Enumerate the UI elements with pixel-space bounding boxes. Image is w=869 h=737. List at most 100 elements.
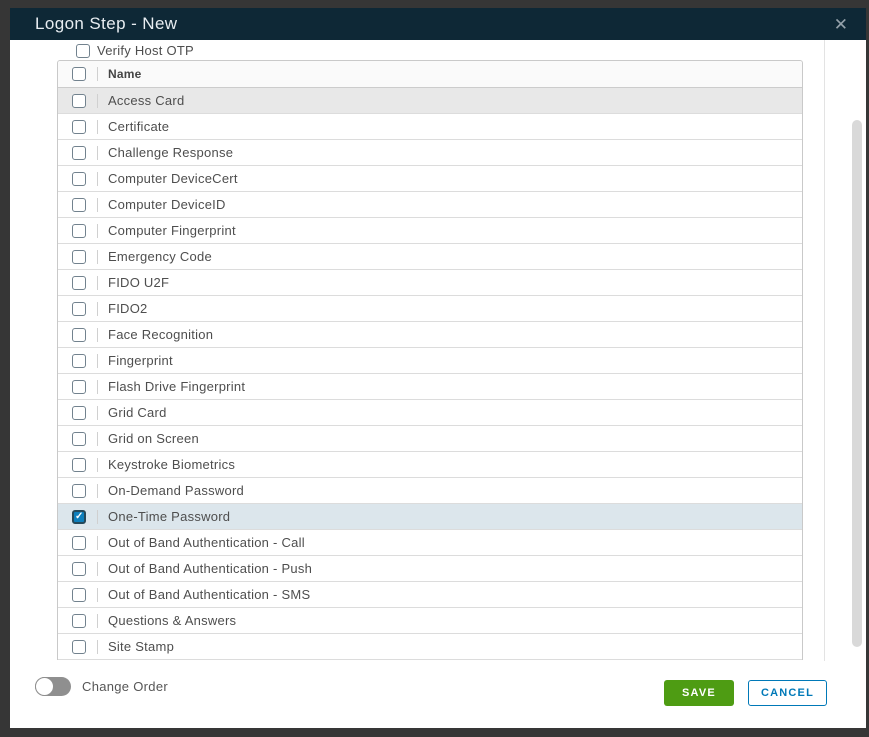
column-separator <box>97 509 98 524</box>
column-separator <box>97 171 98 186</box>
row-checkbox[interactable] <box>72 561 86 576</box>
table-row[interactable]: Fingerprint <box>58 348 802 374</box>
row-checkbox[interactable] <box>72 639 86 654</box>
table-row[interactable]: Access Card <box>58 88 802 114</box>
row-label: Face Recognition <box>108 327 214 342</box>
table-row[interactable]: FIDO U2F <box>58 270 802 296</box>
column-separator <box>97 145 98 160</box>
table-row[interactable]: Face Recognition <box>58 322 802 348</box>
table-row[interactable]: Grid on Screen <box>58 426 802 452</box>
column-separator <box>97 223 98 238</box>
table-row[interactable]: Out of Band Authentication - Push <box>58 556 802 582</box>
close-icon[interactable]: ✕ <box>833 14 848 34</box>
table-row[interactable]: Out of Band Authentication - Call <box>58 530 802 556</box>
body-edge-line <box>824 40 825 661</box>
table-row[interactable]: FIDO2 <box>58 296 802 322</box>
dialog-header: Logon Step - New ✕ <box>10 8 866 40</box>
verify-host-otp-row: Verify Host OTP <box>62 41 866 60</box>
select-all-checkbox[interactable] <box>72 67 86 81</box>
column-separator <box>97 613 98 628</box>
row-checkbox[interactable] <box>72 119 86 134</box>
row-checkbox-checked[interactable] <box>72 509 86 524</box>
table-row[interactable]: On-Demand Password <box>58 478 802 504</box>
change-order-label: Change Order <box>82 679 168 694</box>
row-checkbox[interactable] <box>72 613 86 628</box>
table-row[interactable]: Certificate <box>58 114 802 140</box>
column-separator <box>97 379 98 394</box>
table-row[interactable]: Out of Band Authentication - SMS <box>58 582 802 608</box>
row-label: FIDO U2F <box>108 275 170 290</box>
row-label: Out of Band Authentication - Call <box>108 535 305 550</box>
row-label: Emergency Code <box>108 249 212 264</box>
row-checkbox[interactable] <box>72 457 86 472</box>
row-checkbox[interactable] <box>72 405 86 420</box>
table-row[interactable]: Flash Drive Fingerprint <box>58 374 802 400</box>
dialog-title: Logon Step - New <box>35 14 178 33</box>
column-separator <box>97 249 98 264</box>
row-checkbox[interactable] <box>72 379 86 394</box>
row-label: Site Stamp <box>108 639 175 654</box>
row-label: One-Time Password <box>108 509 231 524</box>
auth-methods-table: Name Access Card Certificate Challenge Res… <box>57 60 803 660</box>
row-checkbox[interactable] <box>72 327 86 342</box>
row-label: Access Card <box>108 93 185 108</box>
row-checkbox[interactable] <box>72 587 86 602</box>
row-checkbox[interactable] <box>72 223 86 238</box>
table-row[interactable]: Computer Fingerprint <box>58 218 802 244</box>
dialog-footer: Change Order SAVE CANCEL <box>10 661 866 728</box>
table-row[interactable]: Computer DeviceCert <box>58 166 802 192</box>
column-separator <box>97 327 98 342</box>
column-separator <box>97 197 98 212</box>
column-separator <box>97 535 98 550</box>
table-row[interactable]: Challenge Response <box>58 140 802 166</box>
name-column-header: Name <box>108 67 142 81</box>
table-row[interactable]: Site Stamp <box>58 634 802 660</box>
change-order-toggle-group: Change Order <box>35 677 168 696</box>
row-checkbox[interactable] <box>72 301 86 316</box>
row-checkbox[interactable] <box>72 93 86 108</box>
toggle-knob <box>35 677 54 696</box>
column-separator <box>97 483 98 498</box>
row-label: Out of Band Authentication - SMS <box>108 587 311 602</box>
column-separator <box>97 119 98 134</box>
cancel-button[interactable]: CANCEL <box>747 680 827 706</box>
table-row[interactable]: Questions & Answers <box>58 608 802 634</box>
column-separator <box>97 561 98 576</box>
footer-buttons: SAVE CANCEL <box>663 680 827 706</box>
row-checkbox[interactable] <box>72 535 86 550</box>
column-separator <box>97 353 98 368</box>
table-row[interactable]: Keystroke Biometrics <box>58 452 802 478</box>
column-separator <box>97 639 98 654</box>
row-label: Computer DeviceCert <box>108 171 238 186</box>
row-checkbox[interactable] <box>72 431 86 446</box>
row-checkbox[interactable] <box>72 197 86 212</box>
table-row[interactable]: One-Time Password <box>58 504 802 530</box>
table-row[interactable]: Computer DeviceID <box>58 192 802 218</box>
verify-host-otp-checkbox[interactable] <box>76 43 90 58</box>
row-label: Questions & Answers <box>108 613 237 628</box>
row-label: Flash Drive Fingerprint <box>108 379 246 394</box>
row-label: Computer Fingerprint <box>108 223 236 238</box>
column-separator <box>97 405 98 420</box>
row-checkbox[interactable] <box>72 249 86 264</box>
table-row[interactable]: Grid Card <box>58 400 802 426</box>
column-separator <box>97 67 98 81</box>
change-order-toggle[interactable] <box>35 677 71 696</box>
save-button[interactable]: SAVE <box>663 680 734 706</box>
row-checkbox[interactable] <box>72 483 86 498</box>
row-checkbox[interactable] <box>72 171 86 186</box>
column-separator <box>97 301 98 316</box>
scrollbar-thumb[interactable] <box>852 120 862 647</box>
row-checkbox[interactable] <box>72 353 86 368</box>
row-label: Grid on Screen <box>108 431 199 446</box>
table-row[interactable]: Emergency Code <box>58 244 802 270</box>
column-separator <box>97 587 98 602</box>
row-label: FIDO2 <box>108 301 148 316</box>
verify-host-otp-label: Verify Host OTP <box>97 43 194 58</box>
row-label: Fingerprint <box>108 353 173 368</box>
row-checkbox[interactable] <box>72 275 86 290</box>
row-label: Certificate <box>108 119 170 134</box>
dialog-body: Verify Host OTP Name Access Card Certific… <box>10 40 866 661</box>
row-checkbox[interactable] <box>72 145 86 160</box>
